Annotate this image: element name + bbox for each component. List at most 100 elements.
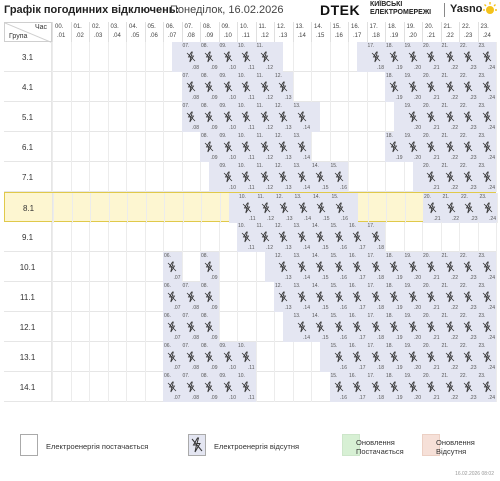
group-label: 4.1 (4, 72, 52, 102)
cell-end-time: .18 (377, 275, 384, 281)
no-power-icon (463, 381, 473, 393)
cell-start-time: 10. (238, 163, 245, 169)
cell-end-time: .11 (248, 216, 256, 222)
hour-end: .14 (297, 33, 306, 39)
grid-line (126, 312, 127, 342)
cell-start-time: 11. (256, 73, 264, 79)
no-power-icon (408, 321, 417, 333)
hour-start: 05. (147, 24, 156, 30)
outage-cell: 23. .24 (477, 252, 496, 282)
grid-line (70, 132, 72, 162)
outage-cell: 13. .14 (292, 132, 311, 162)
cell-start-time: 08. (201, 133, 208, 139)
grid-line (329, 102, 331, 132)
cell-end-time: .20 (414, 95, 421, 101)
outage-cell: 06. .07 (163, 282, 182, 312)
schedule-row: 4.1 07. .08 08. .09 09. .10 10. .11 11. .12 12. .13 1… (4, 72, 497, 102)
grid-line (366, 72, 368, 102)
no-power-icon (334, 171, 343, 183)
outage-cell: 15. .16 (329, 282, 348, 312)
outage-cell: 22. .23 (459, 372, 478, 402)
cell-end-time: .14 (303, 185, 310, 191)
cell-start-time: 22. (460, 103, 467, 109)
grid-line (496, 282, 497, 312)
hour-header: 02. .03 (89, 22, 108, 42)
no-power-icon (278, 291, 288, 303)
hour-end: .01 (57, 33, 66, 39)
hour-end: .15 (316, 33, 325, 39)
cell-start-time: 08. (201, 43, 208, 49)
no-power-icon (426, 81, 436, 93)
schedule-row: 10.1 06. .07 08. .09 12. .13 13. .14 14. .15 15. .16… (4, 252, 497, 282)
cell-end-time: .22 (451, 395, 458, 401)
grid-line (52, 372, 53, 402)
outage-cell: 23. .24 (477, 102, 496, 132)
grid-line (422, 222, 423, 252)
cell-start-time: 08. (201, 283, 208, 289)
grid-line (201, 193, 202, 223)
cell-start-time: 16. (349, 223, 356, 229)
grid-line (52, 222, 53, 252)
no-power-icon (260, 231, 269, 243)
grid-line (329, 132, 331, 162)
grid-line (89, 342, 90, 372)
cell-end-time: .09 (210, 335, 218, 341)
cell-end-time: .15 (321, 305, 329, 311)
cell-end-time: .23 (469, 395, 477, 401)
cell-start-time: 10. (239, 194, 246, 200)
grid-line (107, 282, 109, 312)
outage-cell: 11. .12 (255, 42, 274, 72)
cell-start-time: 13. (294, 194, 302, 200)
cell-end-time: .21 (432, 305, 440, 311)
grid-line (52, 132, 53, 162)
cell-start-time: 14. (312, 283, 319, 289)
cell-end-time: .18 (377, 395, 384, 401)
schedule-row: 13.1 06. .07 07. .08 08. .09 09. .10 10. .11 15. .16… (4, 342, 497, 372)
cell-end-time: .13 (284, 275, 292, 281)
no-power-icon (371, 381, 380, 393)
legend-update-on-line1: Оновлення (356, 438, 395, 447)
no-power-icon (223, 381, 232, 393)
grid-line (144, 342, 146, 372)
hour-start: 17. (369, 24, 378, 30)
no-power-icon (463, 171, 473, 183)
no-power-icon (389, 381, 399, 393)
outage-cell: 15. .16 (329, 162, 348, 192)
cell-start-time: 15. (330, 373, 338, 379)
grid-line (89, 42, 90, 72)
cell-start-time: 07. (182, 43, 190, 49)
cell-end-time: .17 (358, 395, 366, 401)
outage-cell: 19. .20 (403, 282, 422, 312)
cell-start-time: 14. (313, 194, 320, 200)
no-power-icon (463, 51, 473, 63)
cell-end-time: .21 (432, 65, 440, 71)
outage-cell: 19. .20 (403, 372, 422, 402)
cell-start-time: 20. (423, 283, 430, 289)
outage-cell: 11. .12 (255, 72, 274, 102)
outage-cell: 10. .11 (237, 132, 256, 162)
cell-start-time: 07. (182, 313, 190, 319)
grid-line (348, 72, 349, 102)
no-power-icon (297, 291, 306, 303)
grid-line (53, 193, 54, 223)
cell-start-time: 19. (404, 133, 412, 139)
cell-start-time: 17. (367, 223, 375, 229)
outage-cell: 15. .16 (329, 342, 348, 372)
grid-line (385, 102, 386, 132)
no-power-icon (352, 321, 362, 333)
cell-start-time: 16. (349, 253, 356, 259)
no-power-icon (315, 321, 325, 333)
outage-cell: 10. .11 (238, 193, 257, 223)
no-power-icon (241, 111, 251, 123)
grid-line (163, 222, 164, 252)
no-power-icon (167, 351, 177, 363)
grid-line (255, 252, 257, 282)
group-axis-label: Група (9, 33, 28, 40)
cell-end-time: .22 (451, 125, 458, 131)
no-power-icon (352, 291, 362, 303)
hour-header: 17. .18 (366, 22, 386, 42)
hour-end: .13 (279, 33, 288, 39)
cell-end-time: .23 (469, 335, 477, 341)
cell-start-time: 22. (460, 73, 467, 79)
outage-cell: 22. .23 (459, 72, 478, 102)
